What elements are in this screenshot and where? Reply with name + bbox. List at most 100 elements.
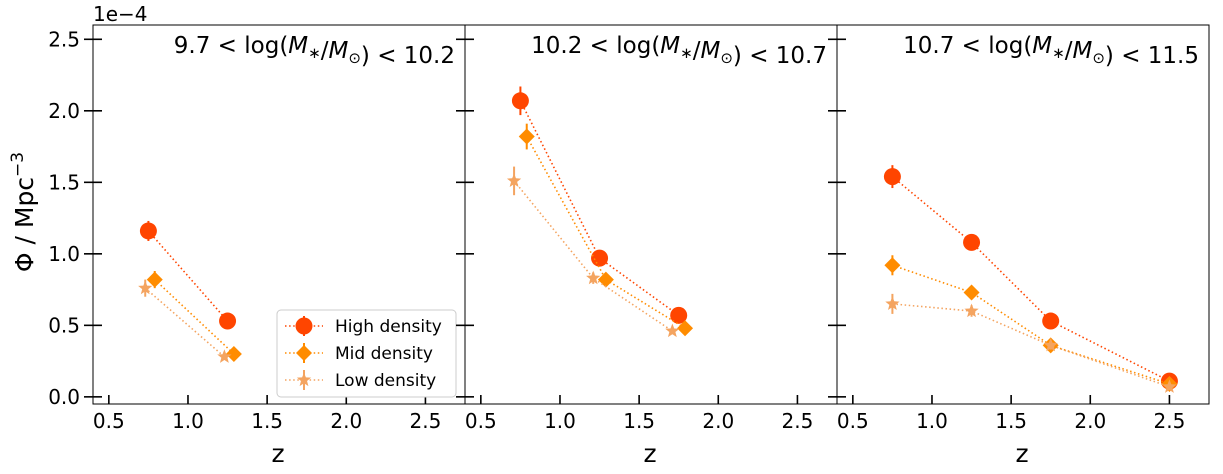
- panel-1: 0.5 1.0 1.5 2.0 2.5 0.0 0.5 1.0 1.5 2.0 2.5 9.7 < l…: [48, 24, 466, 433]
- panel-title-subscript: ∗: [1052, 44, 1065, 62]
- legend-marker: [296, 345, 312, 361]
- series-high-density: [511, 86, 688, 324]
- series-line: [892, 264, 1170, 385]
- data-point: [586, 270, 601, 285]
- x-tick-label: 2.5: [1154, 409, 1186, 433]
- data-point: [963, 233, 981, 251]
- series-low-density: [138, 279, 232, 363]
- data-point: [963, 284, 980, 301]
- panel-title: 10.2 < log(M∗/M⊙) < 10.7: [531, 33, 827, 69]
- series-mid-density: [884, 255, 1178, 392]
- x-tick-label: 1.0: [172, 409, 204, 433]
- panel-title-part: ) < 10.2: [361, 43, 455, 69]
- series-low-density: [885, 293, 1177, 393]
- data-point: [670, 306, 688, 324]
- x-tick-label: 2.0: [702, 409, 734, 433]
- panel-title-part: 10.2 < log(: [531, 33, 660, 59]
- x-axis-label-3: z: [1015, 439, 1028, 468]
- panel-3: 0.5 1.0 1.5 2.0 2.510.7 < log(M∗/M⊙) < 11.5: [828, 24, 1210, 433]
- data-point: [591, 249, 609, 267]
- x-tick-label: 0.5: [465, 409, 497, 433]
- panel-2: 0.5 1.0 1.5 2.0 2.510.2 < log(M∗/M⊙) < 10.7: [456, 24, 838, 433]
- y-tick-label: 1.0: [48, 242, 80, 266]
- series-line: [891, 175, 1170, 382]
- x-tick-label: 1.5: [251, 409, 283, 433]
- panel-title-subscript: ∗: [680, 44, 693, 62]
- panel-title-subscript: ⊙: [348, 49, 361, 67]
- data-point: [138, 280, 153, 295]
- panel-title-subscript: ⊙: [1092, 49, 1105, 67]
- y-tick-label: 2.0: [48, 99, 80, 123]
- series-mid-density: [518, 123, 694, 337]
- x-axis-label-1: z: [271, 439, 284, 468]
- panel-title-part: /: [693, 38, 701, 64]
- y-tick-label: 1.5: [48, 170, 80, 194]
- x-tick-label: 2.5: [782, 409, 814, 433]
- y-tick-label: 2.5: [48, 27, 80, 51]
- panel-title-subscript: ⊙: [720, 49, 733, 67]
- x-tick-label: 1.0: [916, 409, 948, 433]
- legend-label: Mid density: [335, 344, 433, 364]
- x-axis-labels: z z z: [271, 439, 1028, 468]
- panel-title-part: M: [700, 38, 720, 64]
- data-point: [883, 168, 901, 186]
- legend-marker: [296, 372, 312, 387]
- data-point: [217, 349, 232, 363]
- data-point: [665, 323, 680, 338]
- panel-title-subscript: ∗: [308, 44, 321, 62]
- panel-title-part: /: [1065, 38, 1073, 64]
- series-high-density: [139, 220, 237, 330]
- data-point: [884, 257, 901, 274]
- panel-title-part: M: [288, 33, 308, 59]
- x-tick-label: 1.0: [544, 409, 576, 433]
- legend-label: Low density: [335, 371, 436, 391]
- series-mid-density: [146, 270, 242, 362]
- panel-title: 10.7 < log(M∗/M⊙) < 11.5: [903, 33, 1199, 69]
- panel-title-part: M: [660, 33, 680, 59]
- x-tick-label: 2.0: [1074, 409, 1106, 433]
- panel-title-part: 9.7 < log(: [174, 33, 289, 59]
- data-point: [506, 173, 522, 187]
- data-point: [1042, 312, 1060, 330]
- series-line: [892, 303, 1170, 388]
- series-line: [147, 230, 229, 322]
- y-offset-text: 1e−4: [93, 2, 148, 26]
- panel-title-part: M: [1032, 33, 1052, 59]
- panel-title: 9.7 < log(M∗/M⊙) < 10.2: [174, 33, 455, 69]
- legend-marker: [295, 317, 313, 335]
- legend-box: [276, 309, 457, 398]
- series-low-density: [506, 166, 680, 338]
- x-tick-label: 0.5: [837, 409, 869, 433]
- data-point: [1043, 337, 1058, 352]
- data-point: [146, 271, 163, 288]
- legend: High density Mid density Low density: [276, 309, 457, 398]
- series-line: [519, 100, 680, 316]
- panel-frame: [836, 24, 1210, 405]
- legend-label: High density: [335, 317, 442, 337]
- x-tick-label: 1.5: [623, 409, 655, 433]
- y-axis-label: Φ / Mpc−3: [8, 152, 39, 272]
- series-line: [154, 278, 235, 355]
- series-line: [526, 136, 686, 329]
- data-point: [597, 271, 614, 288]
- panels: 0.5 1.0 1.5 2.0 2.5 0.0 0.5 1.0 1.5 2.0 2.5 9.7 < l…: [48, 24, 1210, 433]
- y-tick-label: 0.0: [48, 385, 80, 409]
- panel-title-part: ) < 11.5: [1105, 43, 1199, 69]
- y-tick-label: 0.5: [48, 313, 80, 337]
- series-line: [144, 287, 225, 358]
- data-point: [225, 345, 242, 362]
- x-tick-label: 2.0: [330, 409, 362, 433]
- data-point: [1162, 379, 1177, 393]
- data-point: [964, 303, 979, 318]
- panel-title-part: ) < 10.7: [733, 43, 827, 69]
- panel-frame: [464, 24, 838, 405]
- data-point: [677, 320, 694, 337]
- data-point: [139, 222, 157, 240]
- panel-title-part: 10.7 < log(: [903, 33, 1032, 59]
- panel-title-part: M: [328, 38, 348, 64]
- data-point: [885, 296, 900, 310]
- x-tick-label: 1.5: [995, 409, 1027, 433]
- data-point: [518, 128, 535, 145]
- x-tick-label: 2.5: [410, 409, 442, 433]
- data-point: [511, 92, 529, 110]
